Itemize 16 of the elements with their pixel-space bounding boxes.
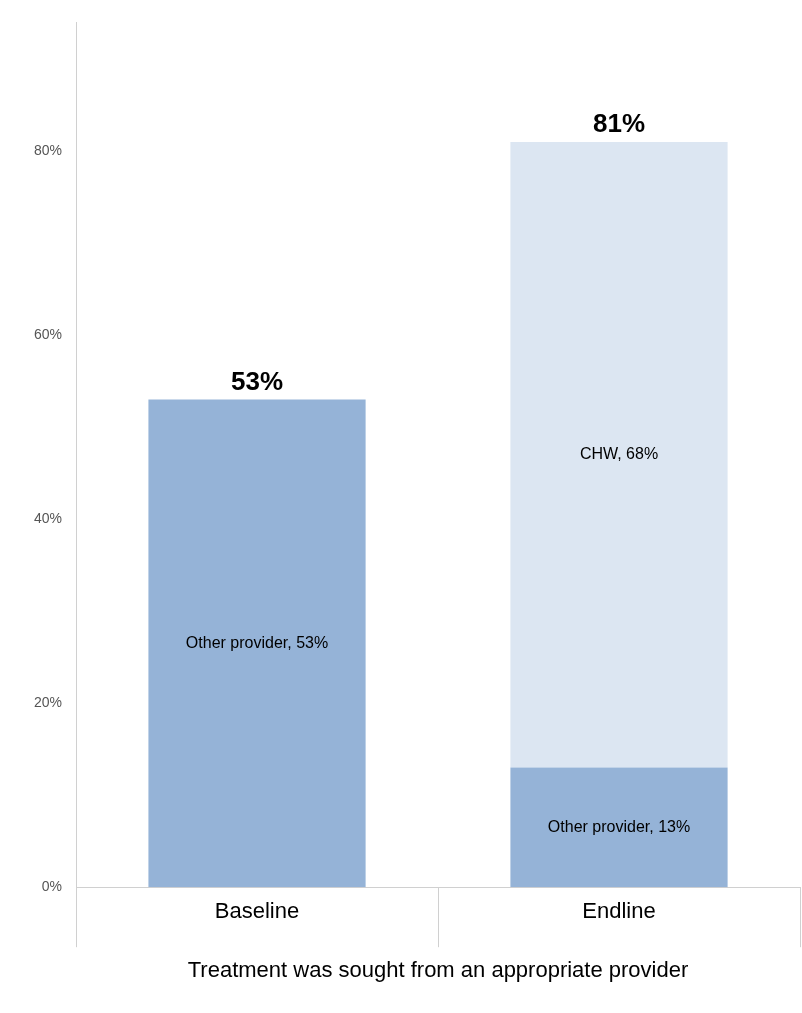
y-tick-label: 0%	[41, 878, 63, 895]
y-tick-label: 60%	[33, 326, 63, 343]
data-label: Other provider, 53%	[185, 633, 329, 651]
x-tick-label: Baseline	[214, 898, 300, 924]
x-tick-label: Endline	[582, 898, 656, 924]
total-label: 81%	[592, 108, 646, 139]
x-axis-title: Treatment was sought from an appropriate provider	[187, 956, 689, 982]
y-tick-label: 20%	[33, 694, 63, 711]
bar	[148, 399, 366, 888]
bar	[510, 767, 728, 888]
data-label: Other provider, 13%	[547, 817, 691, 835]
y-tick-label: 80%	[33, 142, 63, 159]
bar	[510, 142, 728, 768]
data-label: CHW, 68%	[579, 445, 659, 463]
total-label: 53%	[230, 365, 284, 396]
y-tick-label: 40%	[33, 510, 63, 527]
